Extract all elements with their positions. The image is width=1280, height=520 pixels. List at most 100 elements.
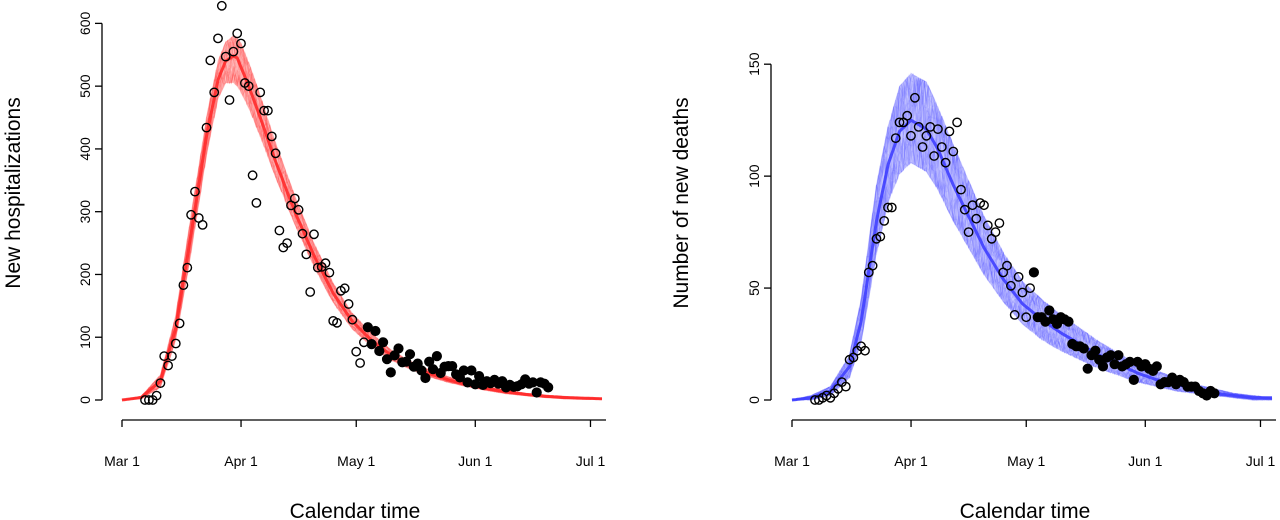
data-point-open bbox=[232, 28, 243, 39]
data-point-open bbox=[913, 122, 924, 132]
data-point-open bbox=[178, 280, 189, 290]
band-trajectory bbox=[791, 75, 1273, 401]
data-point-open bbox=[1009, 309, 1020, 320]
data-point-open bbox=[952, 117, 962, 128]
data-point-filled bbox=[1044, 305, 1055, 316]
data-point-open bbox=[1002, 260, 1012, 271]
x-tick-label: Apr 1 bbox=[224, 453, 258, 469]
band-trajectory bbox=[792, 140, 1273, 401]
data-point-open bbox=[320, 258, 331, 269]
data-point-filled bbox=[474, 371, 485, 382]
data-point-open bbox=[982, 220, 993, 231]
deaths-panel: 0 50 100 150 Mar 1 Apr 1 May 1 Jun 1 Jul 1 Calend… bbox=[670, 52, 1276, 520]
band-mean-line bbox=[791, 118, 1272, 402]
band-trajectory bbox=[791, 109, 1273, 401]
data-point-open bbox=[209, 87, 220, 98]
band-trajectory bbox=[791, 78, 1273, 401]
data-point-open bbox=[963, 227, 974, 238]
x-tick-label: May 1 bbox=[1007, 453, 1045, 469]
band-trajectory bbox=[792, 139, 1273, 401]
data-point-open bbox=[190, 186, 200, 197]
band-trajectory bbox=[792, 121, 1272, 401]
data-point-open bbox=[879, 215, 890, 226]
data-point-open bbox=[305, 287, 316, 297]
data-point-open bbox=[182, 262, 193, 273]
data-point-filled bbox=[404, 349, 416, 360]
band-trajectory bbox=[792, 132, 1273, 401]
data-point-filled bbox=[378, 337, 389, 348]
band-trajectory bbox=[791, 92, 1273, 401]
data-point-open bbox=[293, 204, 304, 215]
simulation-band bbox=[791, 72, 1273, 402]
data-point-open bbox=[933, 124, 943, 135]
data-point-open bbox=[197, 219, 208, 230]
y-tick-label: 200 bbox=[77, 263, 93, 287]
data-point-open bbox=[890, 133, 901, 144]
data-point-open bbox=[917, 142, 928, 152]
data-point-open bbox=[936, 142, 947, 152]
y-tick-label: 0 bbox=[77, 396, 93, 404]
data-point-filled bbox=[393, 343, 404, 354]
observed-open-points bbox=[140, 0, 369, 405]
data-point-open bbox=[971, 213, 982, 224]
x-tick-label: Jun 1 bbox=[458, 453, 492, 469]
data-point-open bbox=[959, 204, 970, 215]
data-point-open bbox=[339, 283, 350, 294]
band-mean-line bbox=[121, 54, 602, 402]
y-tick-label: 300 bbox=[77, 200, 93, 224]
data-point-open bbox=[351, 346, 362, 357]
band-trajectory bbox=[121, 69, 603, 401]
x-tick-label: Mar 1 bbox=[774, 453, 810, 469]
data-point-open bbox=[289, 193, 300, 204]
data-point-open bbox=[259, 105, 269, 116]
data-point-open bbox=[1025, 283, 1036, 293]
data-point-filled bbox=[1128, 374, 1139, 385]
band-trajectory bbox=[792, 126, 1273, 401]
y-tick-label: 50 bbox=[746, 280, 762, 296]
data-point-open bbox=[155, 378, 166, 388]
data-point-open bbox=[166, 351, 177, 361]
data-point-open bbox=[355, 358, 365, 368]
data-point-filled bbox=[1078, 343, 1089, 354]
data-point-open bbox=[1017, 287, 1028, 298]
band-trajectory bbox=[792, 146, 1273, 401]
band-trajectory bbox=[791, 124, 1273, 401]
data-point-open bbox=[266, 131, 277, 142]
data-point-open bbox=[201, 122, 212, 133]
data-point-open bbox=[875, 231, 886, 242]
x-axis-title: Calendar time bbox=[960, 500, 1091, 520]
band-trajectory bbox=[791, 76, 1273, 401]
band-trajectory bbox=[791, 72, 1273, 401]
band-trajectory bbox=[791, 92, 1273, 401]
band-trajectory bbox=[791, 134, 1273, 401]
band-trajectory bbox=[791, 74, 1273, 401]
data-point-filled bbox=[370, 325, 381, 337]
data-point-filled bbox=[366, 339, 377, 350]
y-tick-label: 400 bbox=[77, 137, 93, 161]
data-point-open bbox=[309, 229, 319, 240]
data-point-open bbox=[274, 225, 285, 236]
data-point-filled bbox=[1113, 350, 1124, 361]
data-point-open bbox=[297, 228, 308, 239]
data-point-filled bbox=[1028, 267, 1040, 278]
data-point-open bbox=[270, 148, 281, 159]
band-trajectory bbox=[791, 72, 1273, 401]
band-trajectory bbox=[791, 90, 1273, 401]
data-point-open bbox=[205, 55, 216, 66]
band-trajectory bbox=[791, 77, 1273, 401]
x-tick-label: Jul 1 bbox=[576, 453, 606, 469]
simulation-band bbox=[121, 35, 603, 402]
data-point-open bbox=[910, 92, 920, 103]
data-point-filled bbox=[1097, 361, 1109, 372]
data-point-filled bbox=[1209, 388, 1220, 399]
data-point-open bbox=[312, 262, 323, 273]
data-point-open bbox=[236, 38, 246, 49]
data-point-open bbox=[886, 202, 897, 213]
data-point-filled bbox=[543, 382, 554, 393]
data-point-open bbox=[343, 299, 354, 309]
data-point-open bbox=[255, 87, 266, 98]
data-point-open bbox=[347, 314, 358, 325]
data-point-open bbox=[247, 170, 258, 181]
band-envelope bbox=[792, 73, 1272, 400]
